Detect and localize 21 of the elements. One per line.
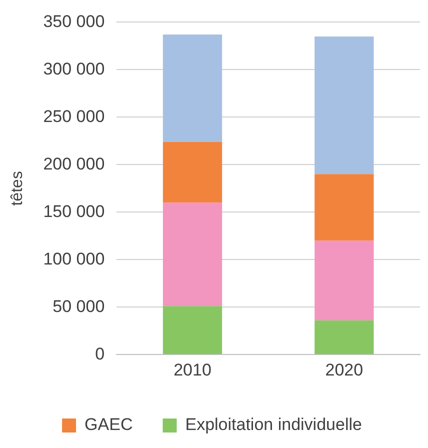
y-tick-label: 100 000: [43, 249, 105, 268]
bar: [162, 34, 222, 142]
y-tick-label: 250 000: [43, 106, 105, 126]
bar: [314, 320, 374, 354]
x-tick-label: 2020: [325, 360, 364, 380]
legend-label: Exploitation individuelle: [185, 415, 362, 434]
y-tick-label: 300 000: [43, 59, 105, 78]
legend-label: GAEC: [84, 415, 133, 434]
x-tick-label: 2010: [174, 360, 212, 380]
y-tick-label: 0: [95, 344, 105, 364]
bar: [314, 36, 374, 174]
y-tick-label: 50 000: [52, 296, 105, 316]
bar: [162, 306, 222, 354]
y-tick-label: 150 000: [43, 202, 105, 221]
y-axis-title: têtes: [9, 171, 26, 206]
y-tick-label: 200 000: [43, 154, 105, 174]
y-tick-label: 350 000: [43, 12, 105, 31]
bar: [314, 174, 374, 241]
bar: [162, 202, 222, 306]
bar: [314, 240, 374, 320]
bar: [162, 142, 222, 203]
